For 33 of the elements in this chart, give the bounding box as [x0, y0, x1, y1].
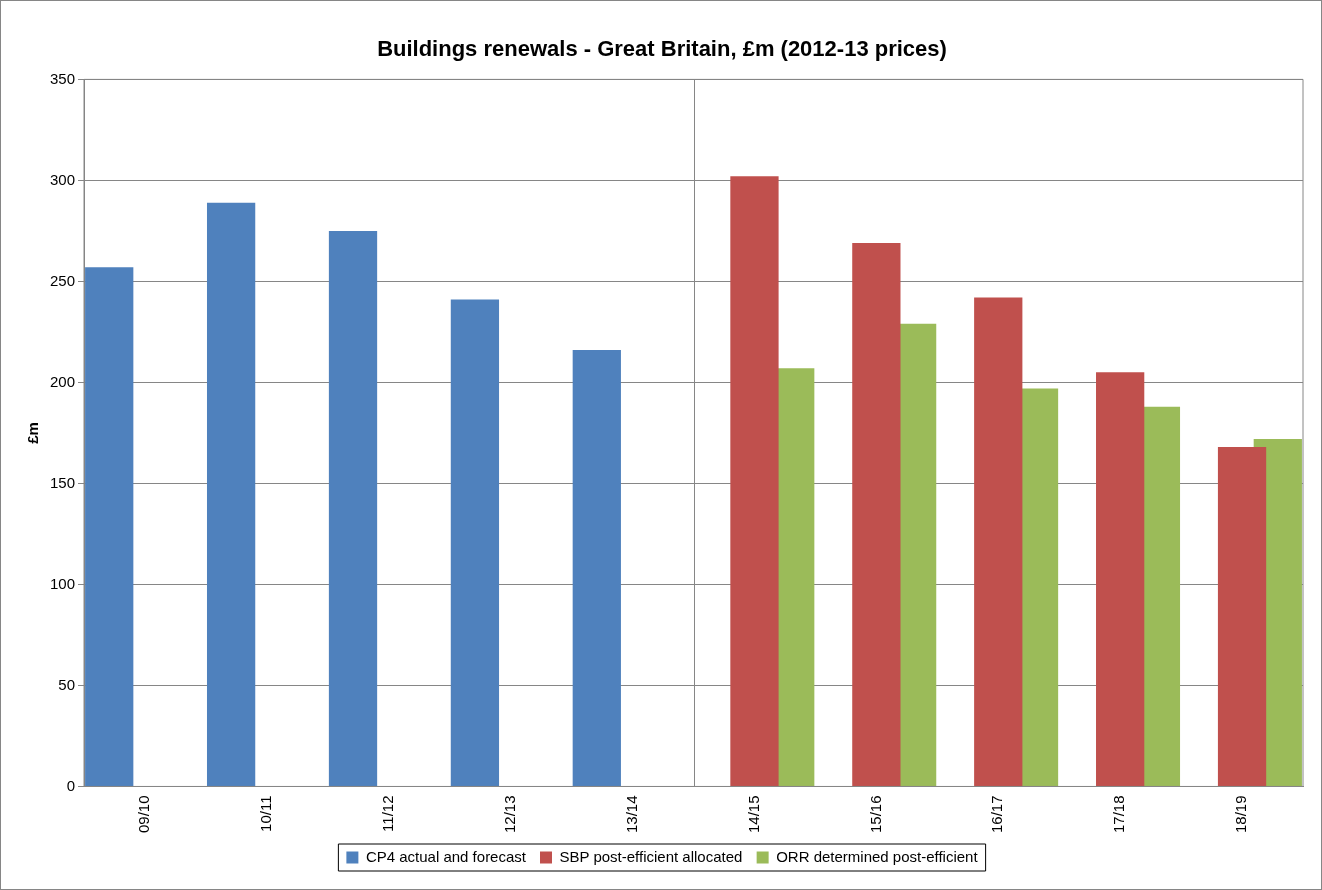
- x-tick-label: 11/12: [378, 795, 396, 832]
- y-tick-label: 250: [50, 271, 76, 289]
- y-tick-label: 150: [50, 473, 76, 491]
- bar: [1096, 372, 1145, 786]
- bar: [85, 267, 134, 786]
- bar: [730, 176, 779, 786]
- x-tick-label: 17/18: [1110, 795, 1128, 834]
- x-tick-label: 15/16: [866, 795, 884, 834]
- y-tick-label: 50: [58, 675, 76, 693]
- legend-label: CP4 actual and forecast: [365, 847, 527, 865]
- bar: [572, 350, 621, 786]
- x-tick-label: 16/17: [988, 795, 1006, 834]
- x-tick-label: 10/11: [257, 795, 275, 832]
- bar: [852, 243, 901, 786]
- x-tick-label: 18/19: [1232, 795, 1250, 834]
- bar: [328, 230, 378, 786]
- y-tick-label: 200: [50, 372, 76, 390]
- x-tick-label: 13/14: [622, 795, 640, 834]
- legend-label: ORR determined post-efficient: [776, 847, 979, 865]
- x-tick-label: 09/10: [135, 795, 153, 834]
- x-tick-label: 14/15: [744, 795, 762, 834]
- y-tick-label: 100: [50, 574, 76, 592]
- x-tick-label: 12/13: [500, 795, 518, 834]
- bar: [974, 297, 1023, 786]
- chart-title: Buildings renewals - Great Britain, £m (2012-13 prices): [377, 36, 947, 62]
- bar: [206, 202, 256, 786]
- bar: [450, 299, 500, 786]
- y-tick-label: 0: [66, 776, 76, 794]
- legend-label: SBP post-efficient allocated: [559, 847, 743, 865]
- y-axis-title: £m: [24, 422, 42, 444]
- y-tick-label: 350: [50, 69, 76, 87]
- bar: [1217, 447, 1267, 786]
- y-tick-label: 300: [50, 170, 76, 188]
